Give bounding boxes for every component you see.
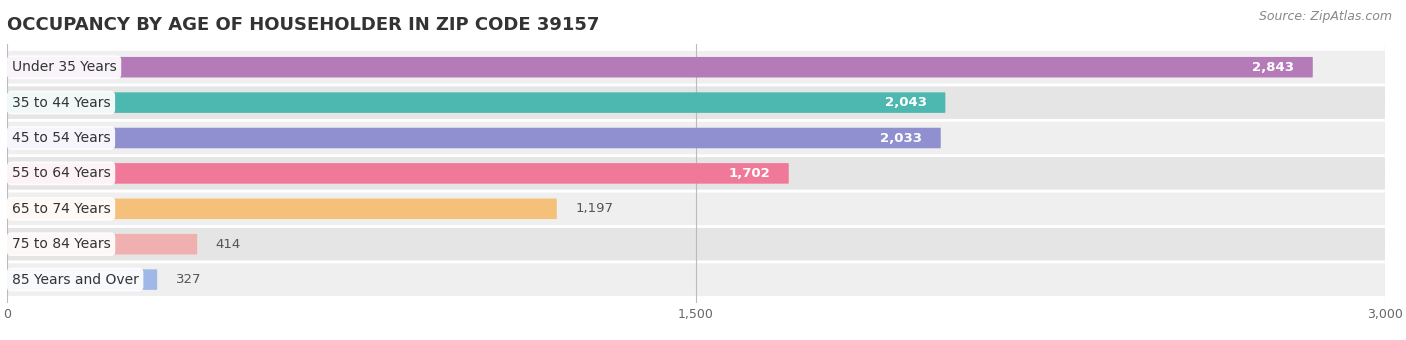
Text: 55 to 64 Years: 55 to 64 Years xyxy=(11,166,111,181)
FancyBboxPatch shape xyxy=(7,92,945,113)
FancyBboxPatch shape xyxy=(7,128,941,148)
Text: 65 to 74 Years: 65 to 74 Years xyxy=(11,202,111,216)
Text: OCCUPANCY BY AGE OF HOUSEHOLDER IN ZIP CODE 39157: OCCUPANCY BY AGE OF HOUSEHOLDER IN ZIP C… xyxy=(7,16,599,34)
FancyBboxPatch shape xyxy=(7,199,557,219)
Text: 85 Years and Over: 85 Years and Over xyxy=(11,273,139,287)
FancyBboxPatch shape xyxy=(7,51,1385,84)
Text: 327: 327 xyxy=(176,273,201,286)
FancyBboxPatch shape xyxy=(7,157,1385,190)
Text: 1,702: 1,702 xyxy=(728,167,770,180)
Text: 2,843: 2,843 xyxy=(1253,61,1295,74)
Text: 35 to 44 Years: 35 to 44 Years xyxy=(11,96,110,109)
FancyBboxPatch shape xyxy=(7,263,1385,296)
Text: 414: 414 xyxy=(215,238,240,251)
FancyBboxPatch shape xyxy=(7,192,1385,225)
FancyBboxPatch shape xyxy=(7,86,1385,119)
FancyBboxPatch shape xyxy=(7,57,1313,78)
Text: 45 to 54 Years: 45 to 54 Years xyxy=(11,131,110,145)
Text: Source: ZipAtlas.com: Source: ZipAtlas.com xyxy=(1258,10,1392,23)
Text: 2,033: 2,033 xyxy=(880,132,922,144)
FancyBboxPatch shape xyxy=(7,163,789,184)
Text: Under 35 Years: Under 35 Years xyxy=(11,60,117,74)
Text: 75 to 84 Years: 75 to 84 Years xyxy=(11,237,111,251)
FancyBboxPatch shape xyxy=(7,228,1385,260)
Text: 1,197: 1,197 xyxy=(575,202,613,215)
FancyBboxPatch shape xyxy=(7,234,197,254)
FancyBboxPatch shape xyxy=(7,269,157,290)
FancyBboxPatch shape xyxy=(7,122,1385,154)
Text: 2,043: 2,043 xyxy=(884,96,927,109)
